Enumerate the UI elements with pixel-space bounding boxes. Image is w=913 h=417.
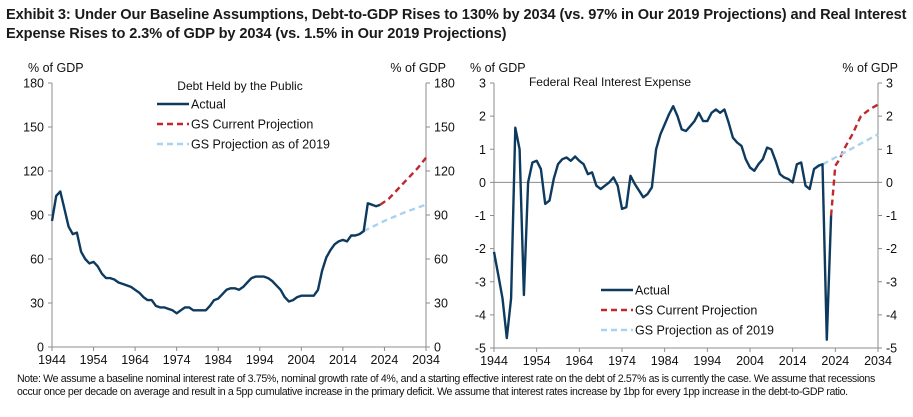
y-tick-label-left: 30 (30, 297, 44, 311)
x-tick-label: 1964 (121, 353, 149, 367)
x-tick-label: 2014 (779, 354, 807, 368)
y-tick-label-right: -5 (886, 342, 897, 356)
y-tick-label-right: -3 (886, 275, 897, 289)
y-tick-label-left: 0 (479, 176, 486, 190)
y-tick-label-left: -2 (475, 242, 486, 256)
y-tick-label-left: 1 (479, 143, 486, 157)
legend-label: GS Projection as of 2019 (635, 324, 774, 338)
x-tick-label: 2024 (821, 354, 849, 368)
series-line-gs-projection-as-of-2019 (813, 133, 879, 171)
y-tick-label-left: 60 (30, 253, 44, 267)
series-line-gs-projection-as-of-2019 (363, 203, 427, 233)
legend-label: Actual (191, 98, 226, 112)
y-tick-label-right: 60 (434, 253, 448, 267)
x-tick-label: 2024 (371, 353, 399, 367)
y-tick-label-right: -1 (886, 209, 897, 223)
series-line-gs-current-projection (379, 157, 427, 206)
series-line-actual (50, 190, 381, 315)
x-tick-label: 1984 (651, 354, 679, 368)
chart-title: Federal Real Interest Expense (529, 75, 691, 89)
y-tick-label-right: 180 (434, 77, 455, 91)
y-tick-label-left: 180 (23, 77, 44, 91)
y-tick-label-left: 120 (23, 165, 44, 179)
y-tick-label-left: -1 (475, 209, 486, 223)
y-tick-label-right: 0 (886, 176, 893, 190)
legend-label: GS Projection as of 2019 (191, 138, 330, 152)
y-axis-label-left: % of GDP (28, 61, 84, 75)
x-tick-label: 2014 (329, 353, 357, 367)
y-tick-label-right: 3 (886, 77, 893, 91)
x-tick-label: 1974 (163, 353, 191, 367)
x-tick-label: 1954 (523, 354, 551, 368)
legend-label: GS Current Projection (191, 118, 313, 132)
x-tick-label: 2004 (287, 353, 315, 367)
y-tick-label-left: 2 (479, 110, 486, 124)
y-tick-label-left: 0 (37, 341, 44, 355)
y-axis-label-right: % of GDP (390, 61, 446, 75)
footnote: Note: We assume a baseline nominal inter… (17, 373, 875, 399)
y-tick-label-right: 90 (434, 209, 448, 223)
x-tick-label: 1954 (80, 353, 108, 367)
y-tick-label-right: 0 (434, 341, 441, 355)
x-tick-label: 2034 (864, 354, 892, 368)
x-tick-label: 1994 (246, 353, 274, 367)
x-tick-label: 2034 (412, 353, 440, 367)
series-line-actual (492, 104, 833, 341)
y-tick-label-right: 1 (886, 143, 893, 157)
y-tick-label-left: 3 (479, 77, 486, 91)
y-tick-label-left: 90 (30, 209, 44, 223)
x-tick-label: 1984 (204, 353, 232, 367)
y-axis-label-left: % of GDP (470, 61, 526, 75)
legend-label: Actual (635, 284, 670, 298)
y-tick-label-right: 2 (886, 110, 893, 124)
y-tick-label-right: 30 (434, 297, 448, 311)
x-tick-label: 1964 (565, 354, 593, 368)
x-tick-label: 1944 (480, 354, 508, 368)
y-tick-label-right: -4 (886, 308, 897, 322)
y-tick-label-left: -5 (475, 342, 486, 356)
x-tick-label: 1944 (38, 353, 66, 367)
chart-title: Debt Held by the Public (177, 79, 302, 93)
legend-label: GS Current Projection (635, 304, 757, 318)
y-tick-label-right: -2 (886, 242, 897, 256)
series-line-gs-current-projection (829, 103, 879, 216)
y-axis-label-right: % of GDP (842, 61, 898, 75)
x-tick-label: 2004 (736, 354, 764, 368)
exhibit-title: Exhibit 3: Under Our Baseline Assumption… (6, 7, 907, 42)
y-tick-label-left: 150 (23, 121, 44, 135)
chart-panel-1: 0 0 30 30 60 60 90 90 120 120 150 150 180 180 1944 1954… (23, 61, 455, 367)
x-tick-label: 1974 (608, 354, 636, 368)
x-tick-label: 1994 (693, 354, 721, 368)
y-tick-label-right: 120 (434, 165, 455, 179)
y-tick-label-left: -4 (475, 308, 486, 322)
chart-panel-2: -5 -5 -4 -4 -3 -3 -2 -2 -1 -1 0 0 1 1 2 2 3 3 1944 1954 1964… (470, 61, 898, 368)
y-tick-label-left: -3 (475, 275, 486, 289)
y-tick-label-right: 150 (434, 121, 455, 135)
